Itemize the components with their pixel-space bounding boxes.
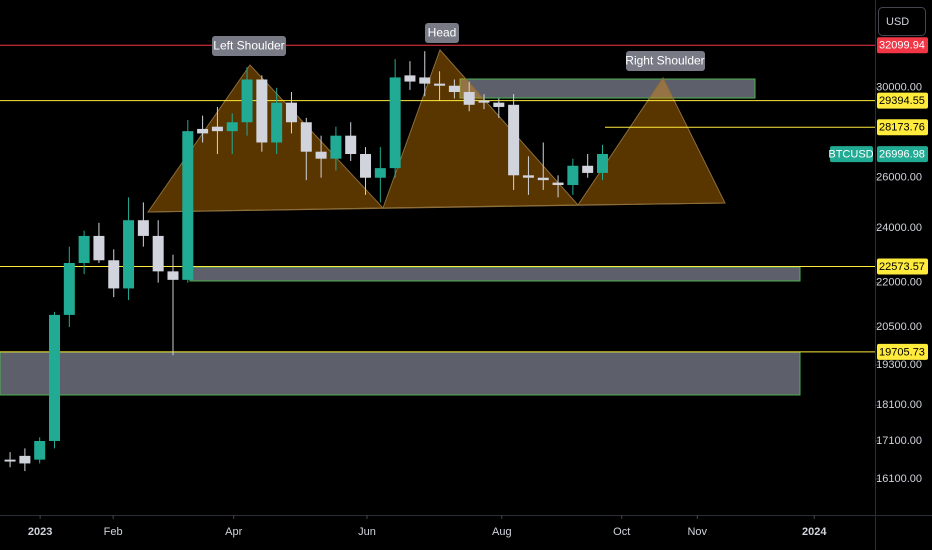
candle-body [197, 128, 209, 134]
candle-body [508, 104, 520, 176]
candle-body [448, 85, 460, 93]
y-tick-label: 26000.00 [876, 172, 922, 184]
y-tick-label: 20500.00 [876, 321, 922, 333]
candle-body [360, 154, 372, 178]
level-label-box [877, 92, 928, 109]
currency-label[interactable]: USD [886, 16, 909, 28]
level-label: 28173.76 [879, 122, 925, 134]
x-tick-label: 2024 [802, 526, 827, 538]
level-label-box [877, 343, 928, 360]
candle-body [93, 235, 105, 261]
zone [189, 266, 801, 282]
x-tick-label: 2023 [28, 526, 52, 538]
candle-body [522, 175, 534, 178]
candle-body [241, 79, 253, 123]
x-tick-label: Jun [358, 526, 376, 538]
candle-body [256, 79, 268, 143]
x-tick-label: Feb [104, 526, 123, 538]
candle-body [300, 122, 312, 152]
y-tick-label: 18100.00 [876, 399, 922, 411]
candle-body [226, 122, 238, 132]
x-tick-label: Oct [613, 526, 630, 538]
candle-body [211, 126, 223, 132]
neckline [147, 202, 726, 213]
annotation-box [626, 51, 705, 71]
y-tick-label: 30000.00 [876, 82, 922, 94]
candle-body [108, 260, 120, 289]
candle-body [330, 135, 342, 159]
candle-body [63, 263, 75, 315]
symbol-label-box [830, 146, 873, 163]
level-label: 22573.57 [879, 261, 925, 273]
annotation: Left Shoulder [213, 39, 284, 53]
level-label-box [877, 37, 928, 54]
candle-body [137, 220, 149, 236]
candle-body [152, 235, 164, 272]
candle-body [596, 154, 608, 173]
candle-body [182, 131, 194, 280]
annotation-box [425, 23, 459, 43]
axes: 30000.00 26000.00 24000.00 22000.00 20500.00… [28, 37, 928, 538]
level-label-box [877, 146, 928, 163]
x-tick-label: Apr [225, 526, 242, 538]
annotation-box [212, 36, 286, 56]
y-tick-label: 24000.00 [876, 222, 922, 234]
candle-body [567, 165, 579, 186]
x-tick-label: Nov [687, 526, 707, 538]
symbol-label: BTCUSD [828, 148, 873, 160]
level-label: 19705.73 [879, 346, 925, 358]
level-label: 32099.94 [879, 40, 925, 52]
y-tick-label: 19300.00 [876, 359, 922, 371]
y-tick-label: 16100.00 [876, 473, 922, 485]
candle-body [478, 100, 490, 103]
level-label: 26996.98 [879, 148, 925, 160]
candle-body [123, 220, 135, 289]
x-tick-label: Aug [492, 526, 512, 538]
y-tick-label: 22000.00 [876, 277, 922, 289]
levels [0, 44, 875, 353]
candle-body [434, 83, 446, 86]
candle-body [374, 168, 386, 178]
candle-body [404, 75, 416, 82]
level-label-box [877, 119, 928, 136]
candle-body [552, 182, 564, 186]
currency-button[interactable] [878, 7, 926, 36]
zone [459, 78, 756, 99]
annotation: Head [428, 26, 457, 40]
candle-body [4, 459, 16, 462]
annotation-labels: Left Shoulder Head Right Shoulder [212, 23, 705, 71]
candle-body [537, 177, 549, 181]
candle-body [285, 102, 297, 123]
candle-body [345, 135, 357, 155]
candles [4, 51, 608, 472]
candle-body [315, 151, 327, 159]
annotation: Right Shoulder [625, 54, 704, 68]
candle-body [389, 77, 401, 169]
candle-body [271, 102, 283, 143]
candle-body [582, 165, 594, 173]
level-label: 29394.55 [879, 95, 925, 107]
candle-body [19, 455, 31, 464]
candle-body [49, 314, 61, 441]
candle-body [493, 102, 505, 107]
candle-body [34, 440, 46, 460]
y-tick-label: 17100.00 [876, 435, 922, 447]
zone [0, 351, 801, 396]
candle-body [167, 271, 179, 280]
candle-body [419, 77, 431, 84]
candle-body [463, 92, 475, 105]
level-label-box [877, 258, 928, 275]
candle-body [78, 235, 90, 264]
